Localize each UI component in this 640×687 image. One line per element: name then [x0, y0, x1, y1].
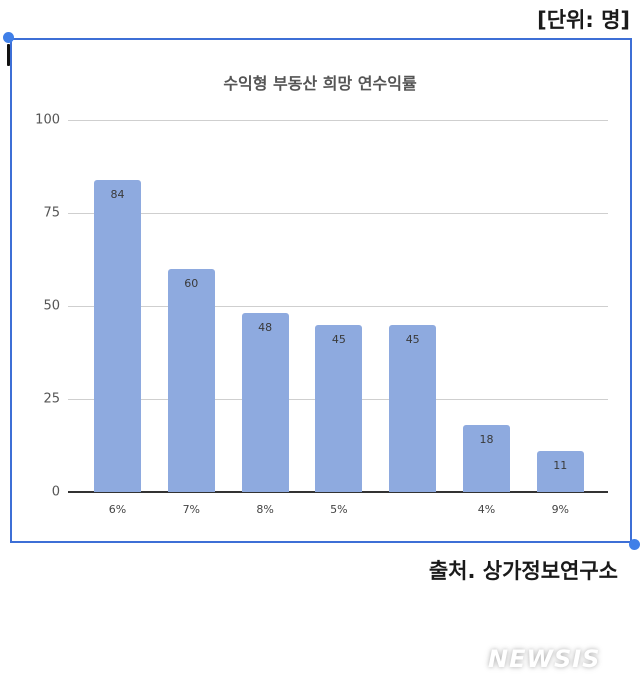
text-cursor-icon: [7, 44, 10, 66]
bar-value-label: 48: [258, 321, 273, 335]
y-axis-tick-label: 25: [43, 391, 60, 407]
bar-value-label: 18: [479, 433, 494, 447]
x-axis-tick-label: 7%: [182, 503, 201, 516]
newsis-watermark-logo: NEWSIS: [488, 645, 601, 673]
y-axis-tick-label: 50: [43, 298, 60, 314]
bar[interactable]: 84: [94, 179, 141, 492]
resize-handle-bottom-right[interactable]: [629, 539, 640, 550]
source-label: 출처. 상가정보연구소: [428, 559, 618, 583]
resize-handle-top-left[interactable]: [3, 32, 14, 43]
bar-value-label: 45: [331, 332, 346, 346]
x-axis-tick-label: 5%: [330, 503, 348, 516]
y-axis-tick-label: 75: [43, 205, 60, 221]
x-axis-baseline: [68, 491, 608, 493]
y-axis-tick-label: 0: [51, 484, 60, 500]
bar[interactable]: 48: [241, 313, 289, 492]
bar[interactable]: 11: [536, 451, 584, 492]
bar[interactable]: 45: [315, 324, 363, 492]
bar-value-label: 45: [405, 332, 420, 346]
x-axis-tick-label: 8%: [256, 503, 274, 516]
y-axis-tick-label: 100: [35, 112, 60, 128]
x-axis-tick-label: 4%: [477, 503, 496, 516]
gridline: [68, 306, 608, 307]
chart-selection-frame[interactable]: [10, 38, 632, 543]
bar[interactable]: 60: [167, 268, 215, 492]
x-axis-tick-label: 9%: [551, 503, 570, 516]
x-axis-tick-label: 6%: [108, 503, 127, 516]
unit-label: [단위: 명]: [537, 8, 630, 32]
gridline: [68, 213, 608, 214]
bar-value-label: 60: [184, 276, 199, 290]
bar[interactable]: 18: [463, 425, 510, 492]
bar-value-label: 11: [553, 459, 568, 473]
gridline: [68, 120, 608, 121]
chart-title: 수익형 부동산 희망 연수익률: [223, 74, 417, 93]
bar-value-label: 84: [110, 187, 125, 201]
bar[interactable]: 45: [389, 324, 437, 492]
